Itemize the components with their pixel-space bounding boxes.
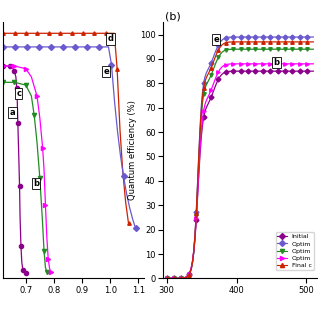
Text: (b): (b) xyxy=(165,11,180,21)
Text: a: a xyxy=(10,108,15,117)
Text: d: d xyxy=(108,35,113,44)
Legend: Initial, Optim, Optim, Optim, Final c: Initial, Optim, Optim, Optim, Final c xyxy=(276,232,314,270)
Text: c: c xyxy=(16,89,21,98)
Text: e: e xyxy=(213,35,219,44)
Text: e: e xyxy=(103,67,109,76)
Text: b: b xyxy=(33,179,39,188)
Y-axis label: Quantum efficiency (%): Quantum efficiency (%) xyxy=(128,100,137,200)
Text: b: b xyxy=(274,58,279,67)
